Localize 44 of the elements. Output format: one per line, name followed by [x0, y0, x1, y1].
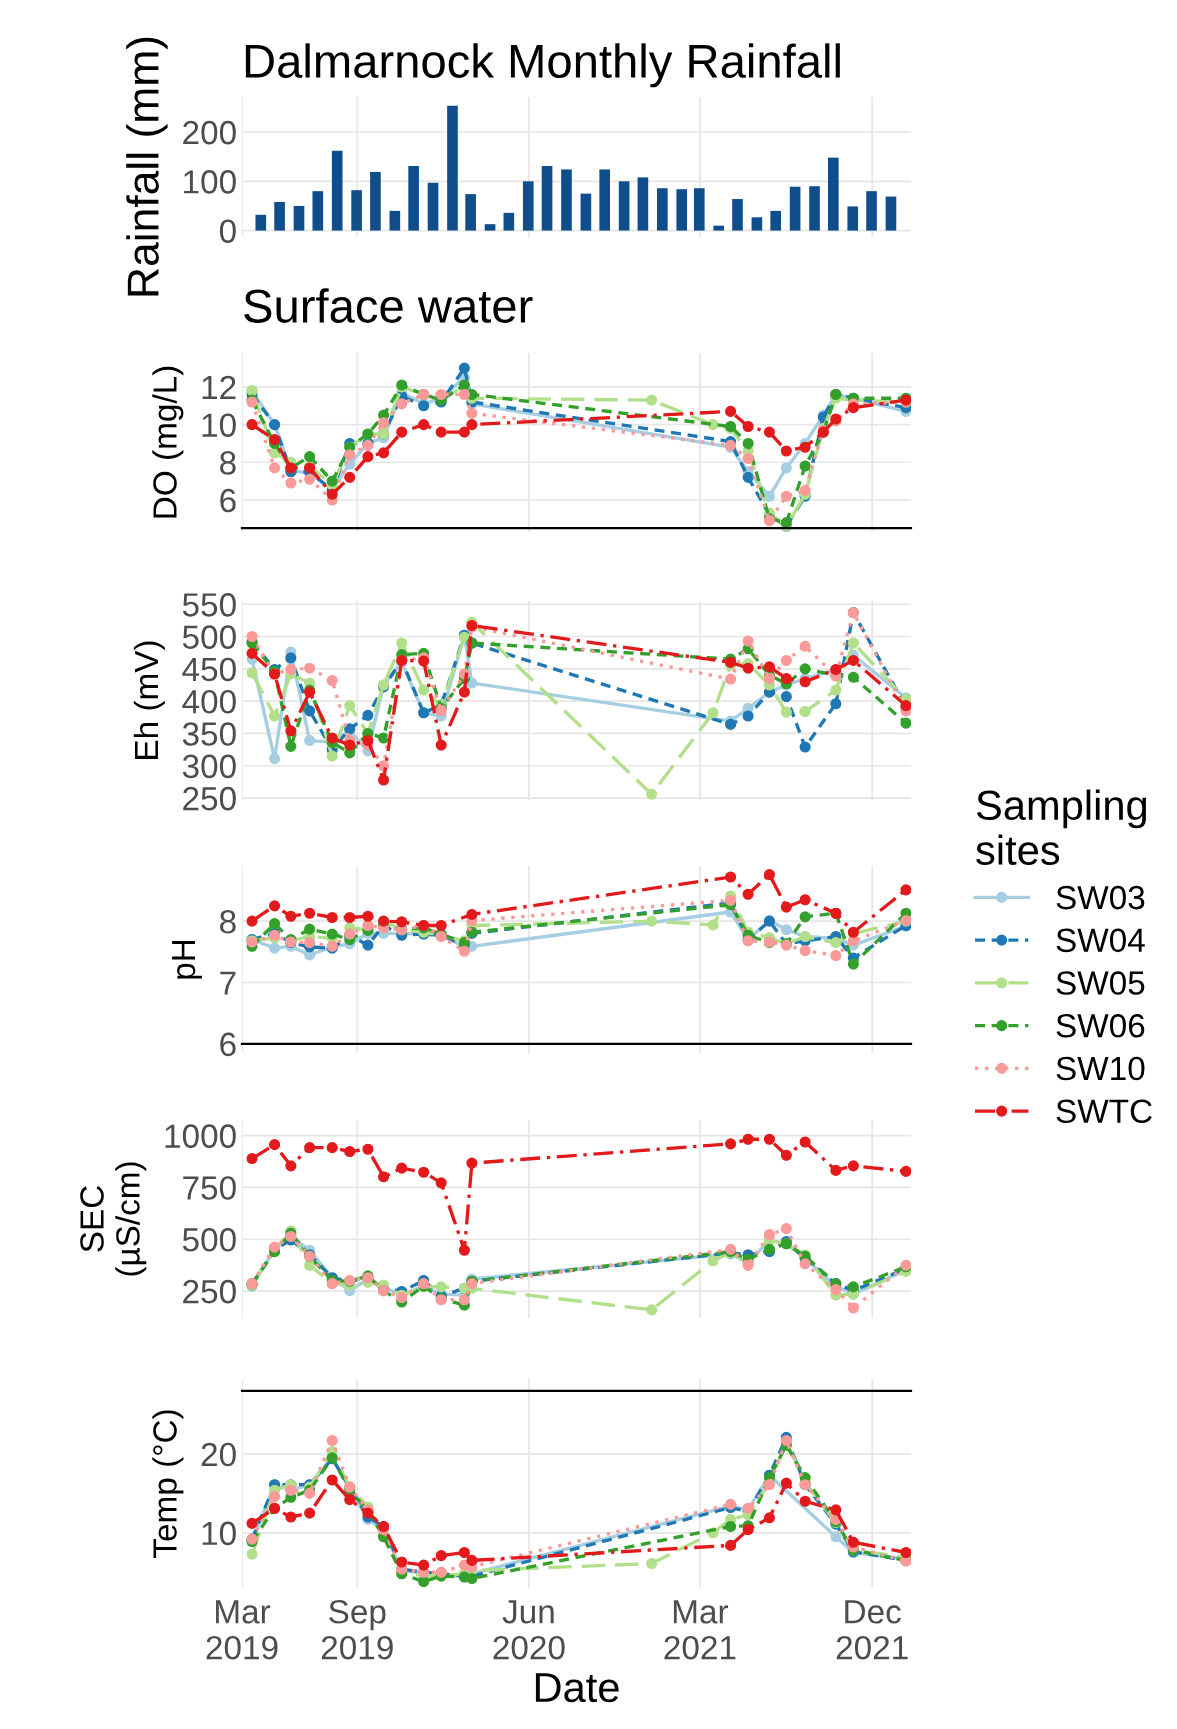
y-tick-label: 10 — [202, 413, 236, 438]
legend-label: SWTC — [1056, 1099, 1152, 1124]
y-tick-label: 1000 — [165, 1124, 236, 1148]
legend-title: Sampling sites — [976, 789, 1147, 865]
y-tick-label: 750 — [183, 1176, 236, 1200]
y-tick-label: 250 — [183, 786, 236, 811]
y-tick-label: 8 — [220, 451, 236, 475]
y-tick-label: 7 — [220, 971, 236, 995]
y-tick-label: 6 — [220, 488, 236, 513]
legend-label: SW05 — [1056, 971, 1145, 995]
legend-label: SW06 — [1056, 1014, 1145, 1038]
legend-label: SW04 — [1056, 928, 1145, 953]
x-tick-label: Jun 2020 — [493, 1600, 565, 1660]
y-axis-title: Rainfall (mm) — [126, 37, 168, 296]
y-axis-title: DO (mg/L) — [152, 366, 184, 518]
y-tick-label: 250 — [183, 1279, 236, 1304]
x-tick-label: Mar 2021 — [664, 1600, 736, 1660]
legend-label: SW10 — [1056, 1056, 1145, 1081]
y-tick-label: 12 — [202, 375, 236, 399]
y-tick-label: 0 — [219, 219, 236, 243]
x-tick-label: Sep 2019 — [321, 1599, 393, 1660]
chart-title: Surface water — [244, 288, 533, 323]
y-tick-label: 400 — [182, 689, 236, 714]
y-tick-label: 500 — [182, 625, 236, 649]
x-tick-label: Mar 2019 — [206, 1600, 278, 1660]
y-tick-label: 8 — [220, 909, 236, 934]
legend-label: SW03 — [1056, 885, 1145, 910]
y-tick-label: 550 — [182, 593, 236, 617]
y-tick-label: 450 — [182, 657, 236, 682]
y-tick-label: 100 — [184, 170, 236, 194]
y-tick-label: 6 — [220, 1032, 236, 1057]
y-axis-title: pH — [172, 940, 202, 979]
y-tick-label: 10 — [202, 1521, 236, 1546]
chart-title: Dalmarnock Monthly Rainfall — [245, 43, 840, 88]
y-tick-label: 200 — [183, 120, 236, 145]
y-tick-label: 500 — [182, 1228, 236, 1252]
y-tick-label: 350 — [182, 722, 236, 746]
y-axis-title: Eh (mV) — [133, 641, 165, 759]
y-tick-label: 300 — [182, 754, 236, 779]
x-axis-title: Date — [535, 1673, 619, 1703]
y-axis-title: Temp (°C) — [152, 1410, 184, 1558]
y-axis-title: SEC (µS/cm) — [80, 1162, 147, 1276]
y-tick-label: 20 — [201, 1442, 236, 1467]
x-tick-label: Dec 2021 — [836, 1600, 908, 1660]
